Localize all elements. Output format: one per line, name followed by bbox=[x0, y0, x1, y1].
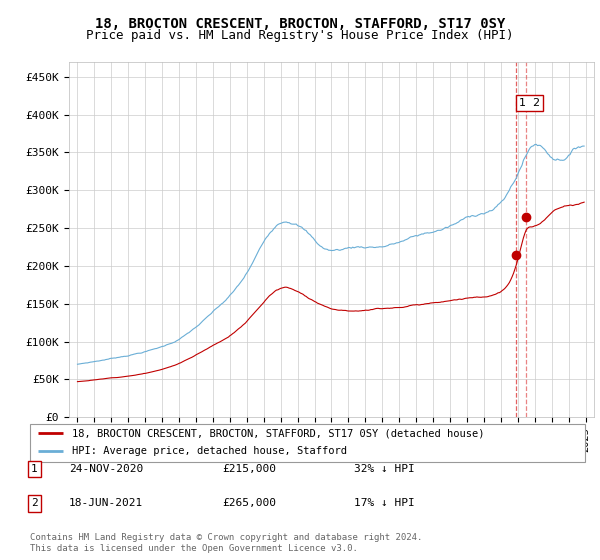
Text: £215,000: £215,000 bbox=[222, 464, 276, 474]
Text: Contains HM Land Registry data © Crown copyright and database right 2024.
This d: Contains HM Land Registry data © Crown c… bbox=[30, 533, 422, 553]
Text: HPI: Average price, detached house, Stafford: HPI: Average price, detached house, Staf… bbox=[71, 446, 347, 456]
Text: 32% ↓ HPI: 32% ↓ HPI bbox=[354, 464, 415, 474]
Text: 18, BROCTON CRESCENT, BROCTON, STAFFORD, ST17 0SY: 18, BROCTON CRESCENT, BROCTON, STAFFORD,… bbox=[95, 17, 505, 31]
Text: 18, BROCTON CRESCENT, BROCTON, STAFFORD, ST17 0SY (detached house): 18, BROCTON CRESCENT, BROCTON, STAFFORD,… bbox=[71, 428, 484, 438]
Text: 17% ↓ HPI: 17% ↓ HPI bbox=[354, 498, 415, 508]
Text: Price paid vs. HM Land Registry's House Price Index (HPI): Price paid vs. HM Land Registry's House … bbox=[86, 29, 514, 42]
Text: 2: 2 bbox=[31, 498, 38, 508]
Text: 24-NOV-2020: 24-NOV-2020 bbox=[69, 464, 143, 474]
Text: £265,000: £265,000 bbox=[222, 498, 276, 508]
Text: 1  2: 1 2 bbox=[518, 98, 540, 108]
Text: 18-JUN-2021: 18-JUN-2021 bbox=[69, 498, 143, 508]
Text: 1: 1 bbox=[31, 464, 38, 474]
